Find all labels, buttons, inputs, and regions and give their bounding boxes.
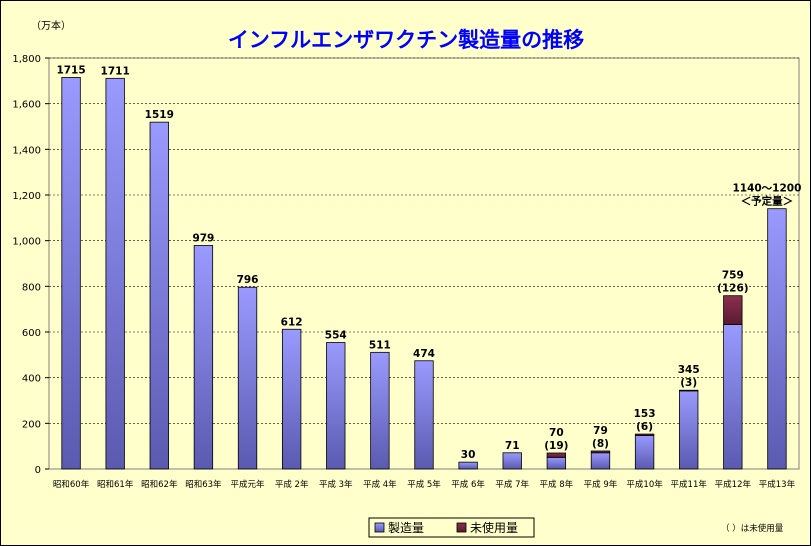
x-tick-label: 平成 5年: [407, 479, 441, 490]
bar-production: [149, 121, 169, 470]
y-tick-label: 200: [22, 419, 41, 430]
data-label: 511: [369, 339, 391, 351]
bar-production: [370, 351, 390, 470]
bar-production: [546, 456, 567, 470]
bar-production: [326, 342, 346, 470]
x-tick-label: 昭和63年: [185, 479, 222, 490]
bar-unused: [723, 295, 743, 325]
data-label: 1519: [145, 109, 174, 121]
chart-title: インフルエンザワクチン製造量の推移: [228, 28, 584, 52]
x-tick-label: 平成13年: [759, 479, 796, 490]
bar-production: [237, 286, 258, 470]
x-tick-label: 昭和60年: [53, 479, 90, 490]
y-tick-label: 1,200: [12, 191, 41, 202]
bar-unused: [679, 389, 699, 392]
y-tick-label: 1,000: [12, 237, 41, 248]
data-label: 612: [281, 316, 303, 328]
bar-unused: [546, 452, 567, 458]
data-label: 474: [413, 348, 435, 360]
bar-production: [414, 360, 434, 470]
legend-swatch: [456, 522, 467, 533]
data-label: 759: [722, 270, 744, 282]
data-label: 345: [678, 364, 700, 376]
x-tick-label: 平成12年: [715, 479, 752, 490]
data-label: 1715: [56, 64, 85, 76]
x-tick-label: 昭和62年: [141, 479, 178, 490]
plot-area: 0 200 400 600 800 1,000 1,200 1,400 1,600 1,800 昭和…: [12, 54, 801, 490]
data-label: 71: [505, 440, 520, 452]
y-tick-label: 1,800: [12, 54, 41, 65]
legend-box: [368, 517, 535, 538]
x-tick-label: 平成10年: [626, 479, 663, 490]
bar-unused: [590, 450, 611, 454]
legend-swatch: [374, 522, 385, 533]
legend-label: 未使用量: [470, 520, 518, 535]
legend: 製造量 未使用量: [368, 517, 535, 538]
y-tick-label: 400: [22, 374, 41, 385]
x-tick-label: 昭和61年: [97, 479, 134, 490]
x-tick-label: 平成 7年: [495, 479, 529, 490]
data-label: 79: [593, 425, 608, 437]
x-tick-label: 平成 2年: [275, 479, 309, 490]
data-label: (3): [680, 377, 697, 389]
y-tick-label: 1,600: [12, 100, 41, 111]
data-label: 70: [549, 427, 564, 439]
bar-production: [61, 77, 81, 470]
x-tick-label: 平成11年: [671, 479, 708, 490]
bar-production: [458, 461, 478, 470]
bar-production: [281, 328, 302, 470]
data-label: (19): [544, 440, 568, 452]
bar-production: [767, 208, 787, 470]
x-tick-label: 平成 9年: [584, 479, 618, 490]
data-label: (6): [636, 421, 653, 433]
bar-production: [679, 390, 699, 470]
data-label: (8): [592, 438, 609, 450]
y-tick-label: 1,400: [12, 145, 41, 156]
bar-production: [193, 245, 214, 470]
data-label: 796: [237, 274, 259, 286]
y-tick-label: 600: [22, 328, 41, 339]
x-tick-label: 平成 8年: [540, 479, 574, 490]
data-label: 30: [461, 449, 476, 461]
y-tick-label: 0: [35, 465, 41, 476]
x-tick-label: 平成 3年: [319, 479, 353, 490]
footnote: （ ）は未使用量: [721, 523, 784, 534]
data-label: (126): [717, 283, 749, 295]
data-label: 1140～1200: [732, 183, 801, 195]
data-label: 979: [192, 232, 214, 244]
x-tick-label: 平成元年: [231, 479, 266, 490]
bar-production: [590, 452, 611, 470]
data-label: ＜予定量＞: [741, 195, 794, 208]
y-unit-label: （万本）: [31, 19, 71, 32]
bar-production: [723, 324, 743, 470]
legend-label: 製造量: [388, 521, 424, 535]
bar-unused: [634, 433, 655, 436]
bar-production: [634, 435, 655, 470]
x-tick-label: 平成 4年: [363, 479, 397, 490]
y-tick-label: 800: [22, 282, 41, 293]
data-label: 153: [634, 408, 656, 420]
bar-production: [502, 452, 522, 470]
bar-production: [105, 77, 125, 470]
data-label: 1711: [101, 65, 130, 77]
data-label: 554: [325, 330, 347, 342]
x-tick-label: 平成 6年: [451, 479, 485, 490]
